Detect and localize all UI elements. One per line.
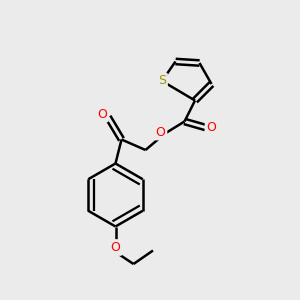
Text: O: O <box>97 107 107 121</box>
Text: O: O <box>111 241 120 254</box>
Text: O: O <box>156 125 165 139</box>
Text: S: S <box>158 74 166 88</box>
Text: O: O <box>207 121 216 134</box>
